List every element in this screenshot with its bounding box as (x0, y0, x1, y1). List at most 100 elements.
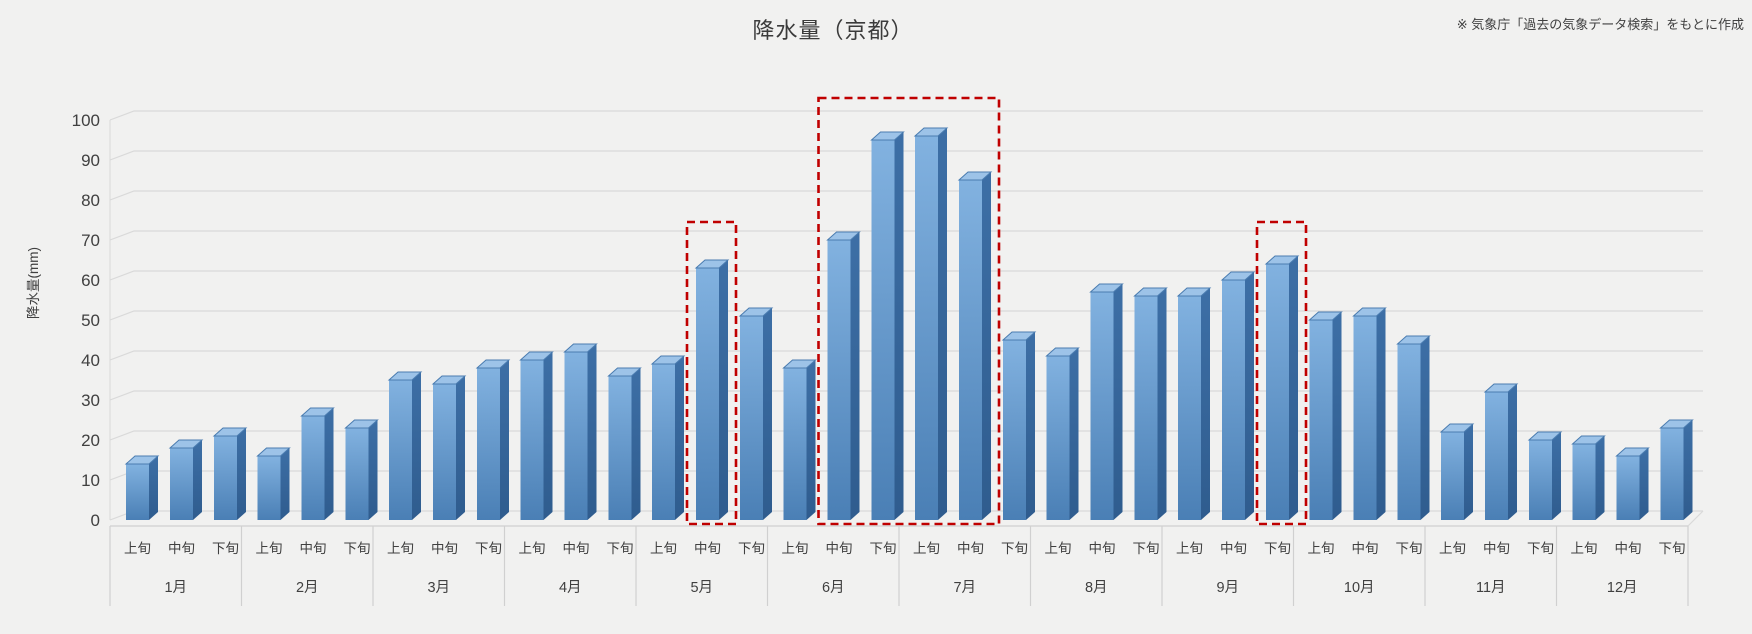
month-label: 9月 (1216, 580, 1239, 596)
bar-1月-下旬 (212, 427, 248, 520)
bar-2月-上旬 (256, 447, 291, 520)
month-label: 3月 (427, 580, 450, 596)
bar-4月-下旬 (607, 367, 642, 520)
period-label: 中旬 (1615, 541, 1642, 556)
highlight-5月中旬 (685, 220, 738, 526)
period-label: 上旬 (650, 541, 677, 556)
bar-9月-下旬 (1264, 255, 1300, 520)
period-label: 下旬 (1001, 541, 1028, 556)
bar-3月-中旬 (431, 375, 467, 520)
y-tick-label: 70 (81, 231, 100, 250)
bar-9月-上旬 (1176, 287, 1212, 520)
period-label: 中旬 (1220, 541, 1247, 556)
month-label: 8月 (1085, 580, 1108, 596)
period-label: 上旬 (1176, 541, 1203, 556)
highlight-9月下旬 (1255, 220, 1308, 526)
bar-4月-中旬 (563, 343, 598, 520)
y-tick-label: 90 (81, 151, 100, 170)
bar-2月-下旬 (344, 419, 379, 520)
period-label: 中旬 (826, 541, 853, 556)
bar-6月-下旬 (870, 131, 905, 520)
month-label: 12月 (1607, 580, 1638, 596)
period-label: 中旬 (300, 541, 327, 556)
month-label: 4月 (559, 580, 582, 596)
period-label: 中旬 (1352, 541, 1379, 556)
bar-12月-中旬 (1615, 447, 1650, 520)
y-tick-label: 20 (81, 431, 100, 450)
bar-7月-下旬 (1001, 331, 1037, 520)
period-label: 中旬 (1483, 541, 1510, 556)
highlight-6月中旬～7月中旬 (817, 96, 1001, 526)
bar-10月-中旬 (1352, 307, 1387, 520)
period-label: 中旬 (1089, 541, 1116, 556)
period-label: 下旬 (1659, 541, 1686, 556)
period-label: 上旬 (1439, 541, 1466, 556)
period-label: 下旬 (870, 541, 897, 556)
bar-1月-中旬 (168, 439, 204, 520)
bar-1月-上旬 (124, 455, 160, 520)
period-label: 下旬 (738, 541, 765, 556)
y-tick-label: 60 (81, 271, 100, 290)
period-label: 上旬 (782, 541, 809, 556)
bar-7月-中旬 (957, 171, 993, 520)
y-tick-label: 40 (81, 351, 100, 370)
source-note: ※ 気象庁「過去の気象データ検索」をもとに作成 (1456, 17, 1744, 32)
y-tick-label: 80 (81, 191, 100, 210)
period-label: 上旬 (387, 541, 414, 556)
bar-11月-中旬 (1483, 383, 1519, 520)
month-label: 10月 (1344, 580, 1375, 596)
bar-12月-上旬 (1571, 435, 1606, 520)
bar-9月-中旬 (1220, 271, 1256, 520)
period-label: 下旬 (1133, 541, 1160, 556)
month-label: 1月 (164, 580, 187, 596)
period-label: 下旬 (1264, 541, 1291, 556)
bars (124, 127, 1694, 520)
bar-5月-中旬 (694, 259, 730, 520)
month-label: 2月 (296, 580, 319, 596)
bar-8月-上旬 (1045, 347, 1080, 520)
bar-8月-下旬 (1133, 287, 1168, 520)
period-label: 下旬 (212, 541, 239, 556)
y-axis-labels: 0 10 20 30 40 50 60 70 80 90 100 降水量(mm) (26, 111, 100, 530)
period-label: 中旬 (431, 541, 458, 556)
bar-11月-上旬 (1439, 423, 1475, 520)
month-label: 5月 (690, 580, 713, 596)
bar-6月-上旬 (782, 359, 817, 520)
bar-11月-下旬 (1527, 431, 1563, 520)
bar-3月-下旬 (475, 359, 511, 520)
highlight-rects (685, 96, 1308, 526)
period-label: 下旬 (344, 541, 371, 556)
bar-4月-上旬 (519, 351, 554, 520)
x-axis-labels: 上旬 中旬 下旬 1月 上旬 中旬 下旬 2月 上旬 中旬 下旬 3月 上旬 中旬 下旬 4月 上旬 中旬 下旬 5月… (109, 525, 1689, 606)
period-label: 上旬 (1308, 541, 1335, 556)
bar-10月-下旬 (1396, 335, 1431, 520)
y-tick-label: 10 (81, 471, 100, 490)
bar-5月-下旬 (738, 307, 774, 520)
period-label: 上旬 (913, 541, 940, 556)
bar-6月-中旬 (826, 231, 861, 520)
bar-7月-上旬 (913, 127, 949, 520)
period-label: 中旬 (563, 541, 590, 556)
bar-2月-中旬 (300, 407, 335, 520)
month-label: 7月 (953, 580, 976, 596)
bar-8月-中旬 (1089, 283, 1124, 520)
period-label: 上旬 (1571, 541, 1598, 556)
period-label: 上旬 (1045, 541, 1072, 556)
period-label: 中旬 (957, 541, 984, 556)
period-label: 下旬 (1527, 541, 1554, 556)
period-label: 上旬 (256, 541, 283, 556)
bar-10月-上旬 (1308, 311, 1343, 520)
period-label: 中旬 (168, 541, 195, 556)
y-tick-label: 0 (91, 511, 100, 530)
month-label: 11月 (1476, 580, 1506, 596)
bar-5月-上旬 (650, 355, 686, 520)
period-label: 下旬 (475, 541, 502, 556)
y-axis-title: 降水量(mm) (26, 247, 41, 319)
period-label: 上旬 (124, 541, 151, 556)
bar-12月-下旬 (1659, 419, 1694, 520)
period-label: 中旬 (694, 541, 721, 556)
month-label: 6月 (822, 580, 845, 596)
y-tick-label: 30 (81, 391, 100, 410)
